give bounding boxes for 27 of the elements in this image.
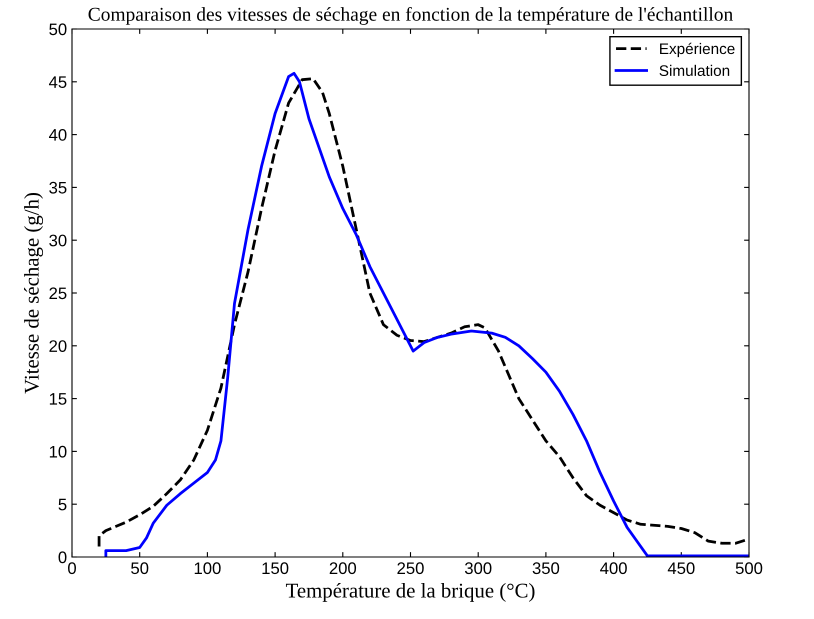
y-tick-label: 10 xyxy=(50,446,66,458)
y-tick-label: 20 xyxy=(49,340,66,352)
x-tick-label: 50 xyxy=(131,562,148,574)
x-tick-label: 100 xyxy=(194,562,221,574)
legend-label: Expérience xyxy=(660,42,735,58)
x-tick-label: 350 xyxy=(532,562,560,574)
y-tick-label: 30 xyxy=(49,234,66,246)
y-tick-label: 50 xyxy=(49,23,66,36)
x-tick-label: 200 xyxy=(330,562,356,574)
x-tick-label: 250 xyxy=(397,562,424,574)
x-tick-label: 450 xyxy=(668,562,695,574)
y-axis-title: Vitesse de séchage (g/h) xyxy=(24,193,44,394)
y-tick-label: 0 xyxy=(58,551,66,564)
x-tick-label: 400 xyxy=(600,562,627,574)
x-axis-title: Température de la brique (°C) xyxy=(286,582,534,602)
x-tick-label: 150 xyxy=(262,562,288,574)
x-tick-label: 0 xyxy=(68,562,76,574)
legend-label: Simulation xyxy=(660,64,730,76)
y-tick-label: 40 xyxy=(48,129,66,141)
y-tick-label: 15 xyxy=(50,393,66,405)
x-tick-label: 500 xyxy=(736,562,762,574)
y-tick-label: 45 xyxy=(48,76,66,88)
y-tick-label: 25 xyxy=(49,287,66,300)
x-tick-label: 300 xyxy=(464,562,492,574)
y-tick-label: 35 xyxy=(49,182,66,194)
chart-title: Comparaison des vitesses de séchage en fonction de la température de l'échantillon xyxy=(88,6,733,25)
y-tick-label: 5 xyxy=(58,498,66,510)
